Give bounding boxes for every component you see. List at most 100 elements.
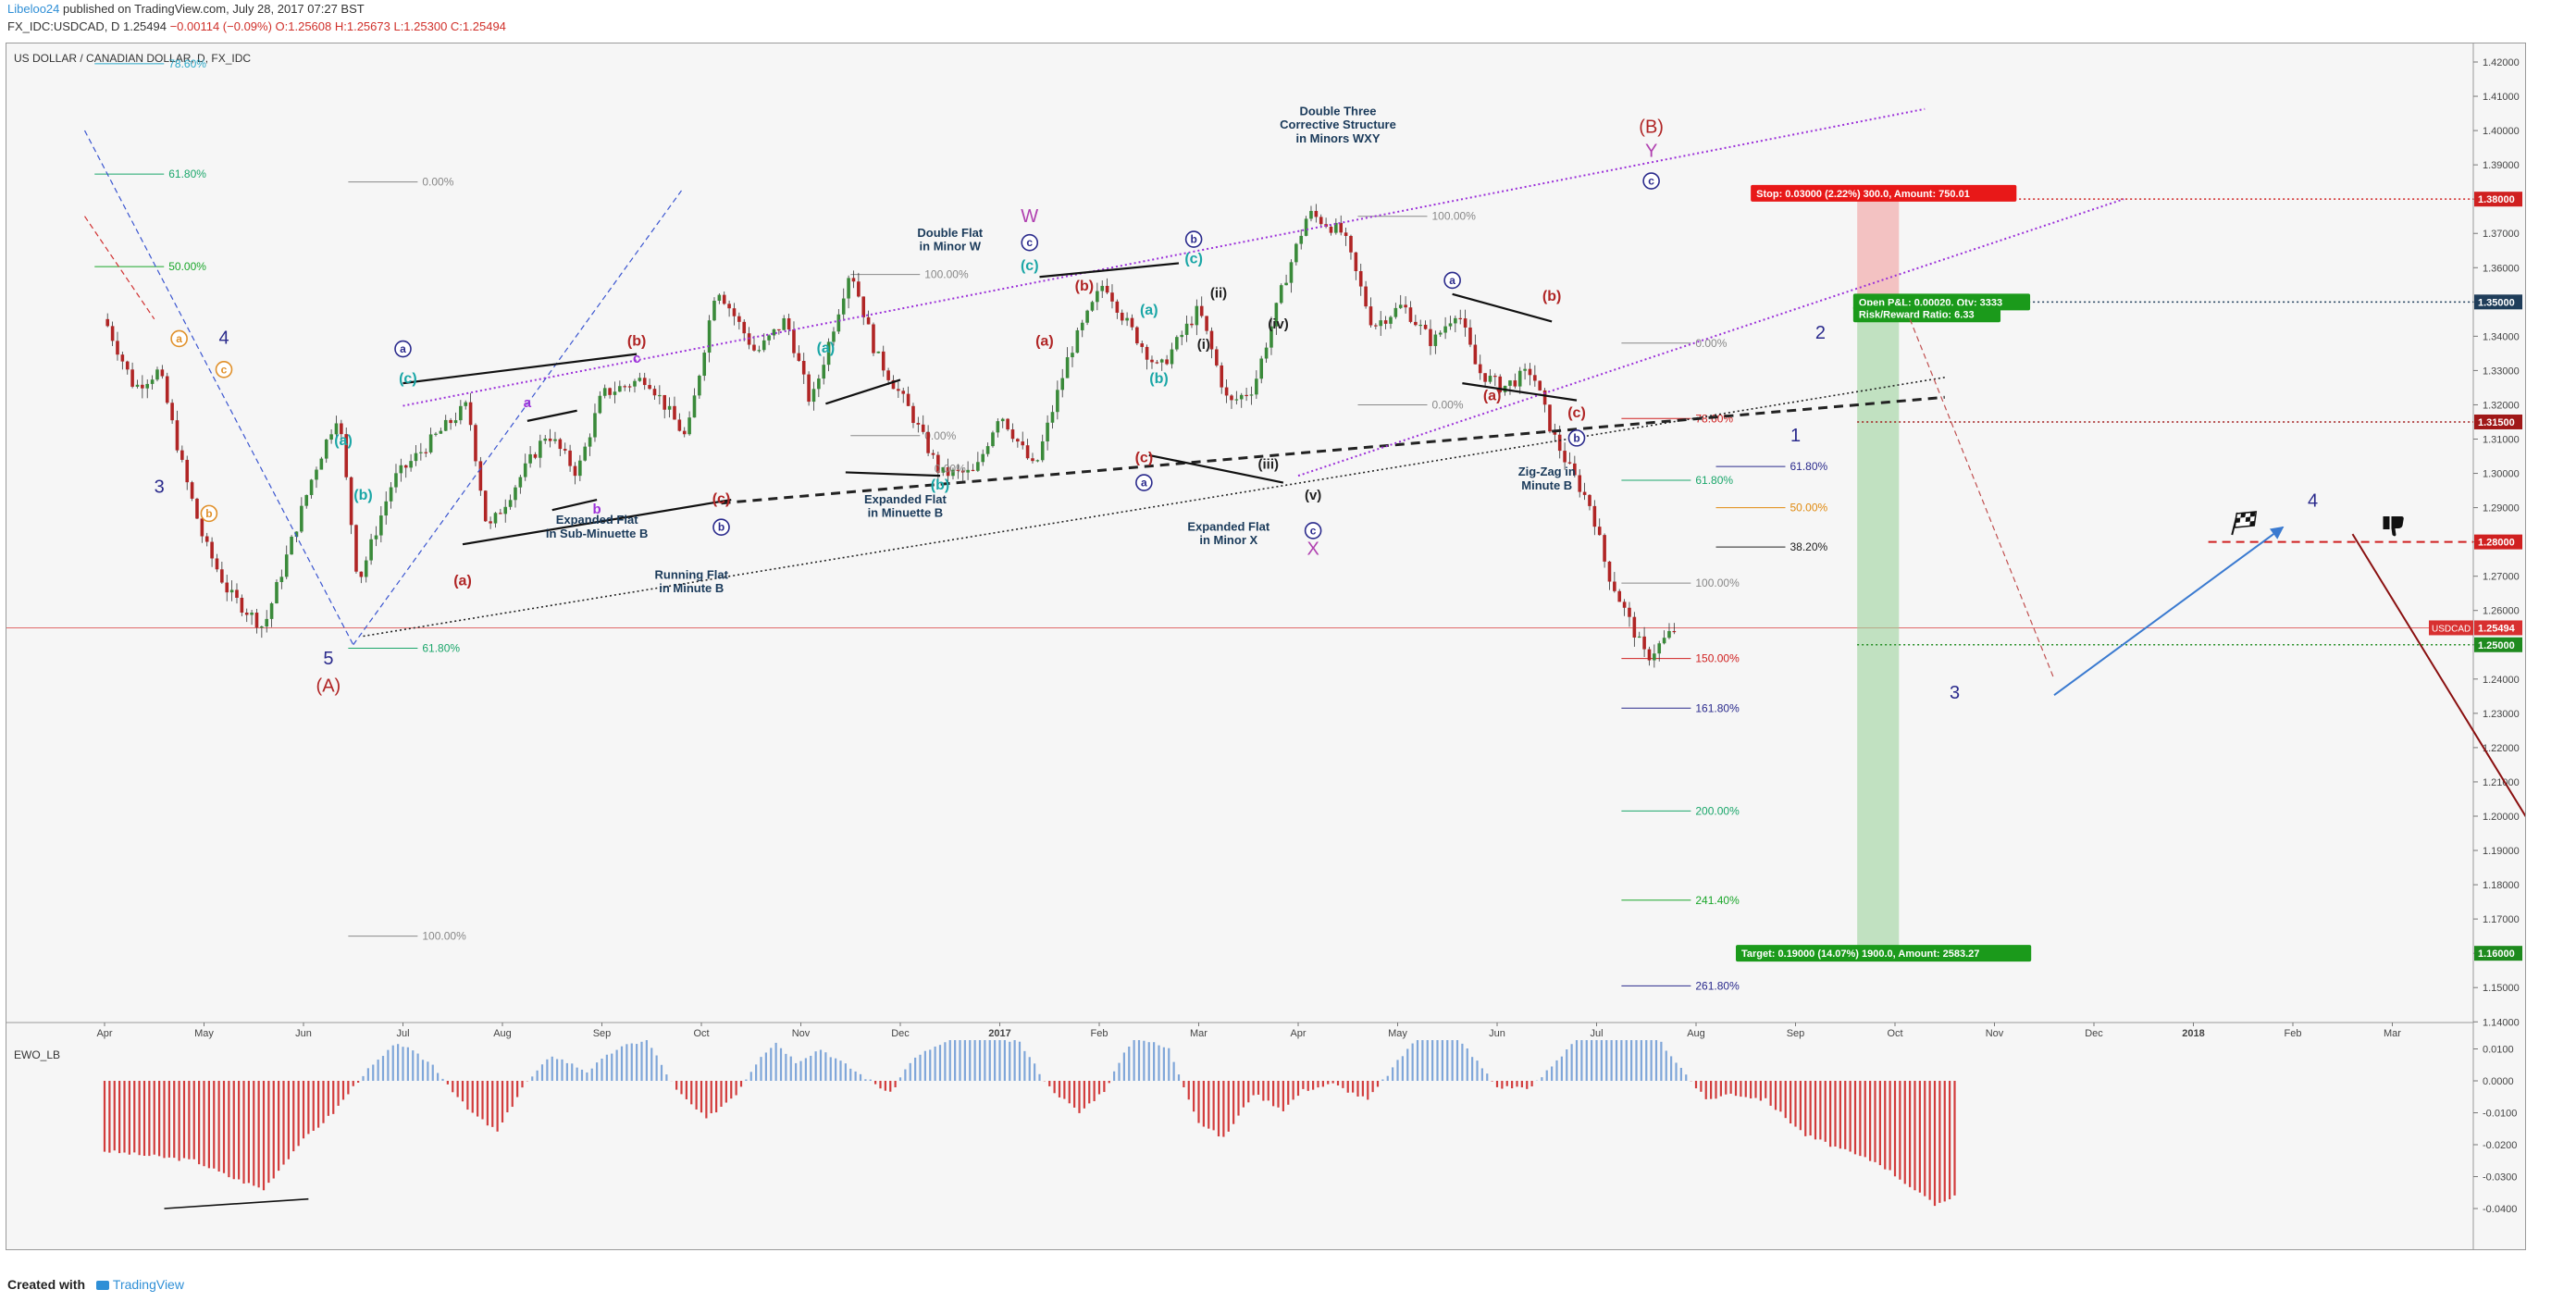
candle-body: [861, 296, 866, 317]
candle-body: [190, 482, 194, 499]
candle-body: [453, 420, 458, 424]
target-zone: [1857, 302, 1900, 954]
candle-body: [468, 402, 473, 426]
wave-label: in Minor W: [920, 240, 982, 254]
wave-circle: [394, 340, 412, 358]
candle-body: [260, 626, 264, 628]
candle-body: [1085, 310, 1089, 323]
candle-body: [449, 419, 452, 424]
candle-body: [523, 463, 527, 477]
candle-body: [225, 582, 229, 593]
candle-body: [1414, 321, 1418, 326]
candle-body: [1230, 395, 1233, 401]
candle-body: [1115, 301, 1120, 313]
candle-body: [1215, 349, 1219, 366]
wave-circle-label: a: [176, 332, 182, 345]
candle-body: [135, 384, 140, 387]
candle-body: [150, 379, 155, 384]
fib-label: 0.00%: [422, 176, 453, 189]
candle-body: [1672, 630, 1677, 633]
fib-label: 38.20%: [1790, 540, 1828, 553]
candle-body: [240, 597, 244, 614]
candle-body: [762, 340, 766, 351]
candle-body: [1344, 232, 1348, 236]
trend-line: [721, 395, 1945, 505]
price-chart-pane[interactable]: 1.42000 1.41000 1.40000 1.39000 1.38000 1.370…: [6, 43, 2576, 1042]
candle-body: [354, 525, 358, 572]
candle-body: [379, 515, 383, 536]
candle-body: [777, 329, 781, 331]
candle-body: [294, 531, 299, 537]
level-price-label: 1.38000: [2478, 194, 2515, 205]
candle-body: [518, 477, 523, 488]
candle-body: [340, 423, 343, 435]
candle-body: [414, 453, 418, 462]
ewo-chart[interactable]: EWO_LB0.02000.01000.0000-0.0100-0.0200-0…: [6, 1012, 2525, 1249]
price-axis-label: 1.15000: [2483, 983, 2520, 994]
candle-body: [1184, 323, 1189, 335]
candle-body: [1105, 285, 1109, 293]
candle-body: [1443, 326, 1447, 333]
candle-body: [682, 430, 687, 435]
candle-body: [642, 378, 647, 386]
candle-body: [539, 440, 542, 458]
wave-label: (iii): [1258, 457, 1280, 473]
wave-label: (B): [1639, 118, 1664, 138]
candle-body: [1056, 390, 1059, 413]
tradingview-link[interactable]: TradingView: [112, 1277, 184, 1292]
candle-body: [1289, 262, 1294, 283]
price-axis-label: 1.37000: [2483, 229, 2520, 240]
price-axis-label: 1.30000: [2483, 469, 2520, 480]
candle-body: [200, 518, 204, 537]
candle-body: [971, 469, 975, 472]
wave-circle: [1021, 233, 1039, 252]
author-name[interactable]: Libeloo24: [7, 2, 60, 16]
wave-label: (a): [334, 433, 353, 449]
price-axis-label: 1.29000: [2483, 503, 2520, 515]
candle-body: [1517, 370, 1522, 387]
candle-body: [667, 405, 672, 410]
stop-label-box: [1751, 184, 2017, 202]
candle-body: [1349, 235, 1353, 253]
time-axis-label: Nov: [792, 1028, 811, 1039]
price-axis-label: 1.42000: [2483, 57, 2520, 68]
candle-body: [195, 498, 199, 519]
candle-body: [1513, 380, 1517, 387]
candle-body: [1354, 252, 1358, 271]
trend-line: [1148, 453, 1284, 484]
price-axis-label: 1.33000: [2483, 366, 2520, 377]
wave-circle-label: b: [718, 521, 724, 534]
candle-body: [876, 351, 881, 353]
candle-body: [1653, 653, 1656, 661]
ewo-indicator-pane[interactable]: EWO_LB0.02000.01000.0000-0.0100-0.0200-0…: [6, 1012, 2526, 1250]
candle-body: [1508, 380, 1512, 386]
fib-label: 261.80%: [1695, 979, 1740, 992]
thumb-cuff: [2383, 515, 2390, 529]
symbol-info: FX_IDC:USDCAD, D 1.25494 −0.00114 (−0.09…: [7, 19, 506, 33]
candle-body: [389, 487, 393, 502]
price-axis-label: 1.26000: [2483, 606, 2520, 617]
candle-body: [1463, 318, 1468, 328]
time-axis-label: Jul: [1590, 1028, 1603, 1039]
candle-body: [692, 395, 697, 418]
candle-body: [1329, 227, 1333, 233]
candle-body: [1657, 643, 1662, 654]
level-price-box: [2474, 294, 2522, 310]
candle-body: [403, 465, 408, 468]
candle-body: [1234, 399, 1239, 401]
candle-body: [1205, 316, 1208, 331]
candle-body: [175, 420, 180, 451]
current-price-box: [2474, 620, 2522, 636]
candle-body: [956, 469, 960, 471]
candle-body: [633, 380, 637, 387]
stop-label: Stop: 0.03000 (2.22%) 300.0, Amount: 750…: [1756, 189, 1970, 200]
candle-body: [514, 487, 517, 501]
price-chart[interactable]: 1.42000 1.41000 1.40000 1.39000 1.38000 1.370…: [6, 43, 2576, 1041]
ewo-title: EWO_LB: [14, 1048, 60, 1061]
candle-body: [1628, 607, 1631, 617]
wave-circle-label: c: [221, 363, 228, 376]
candle-body: [1483, 373, 1487, 382]
wave-label: W: [1021, 206, 1038, 227]
candle-body: [872, 324, 875, 353]
candle-body: [613, 391, 617, 395]
